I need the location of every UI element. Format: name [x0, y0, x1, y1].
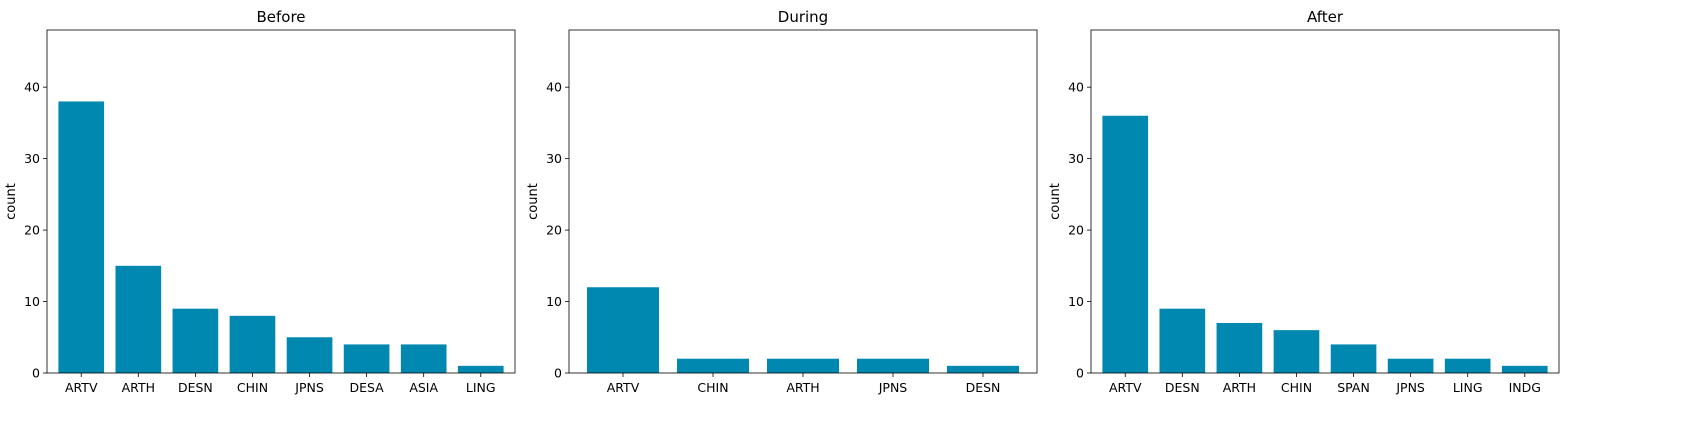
- x-tick-label: JPNS: [1395, 380, 1425, 395]
- bar-chin: [1273, 330, 1320, 374]
- y-axis-label: count: [526, 183, 541, 220]
- x-tick-label: DESN: [966, 380, 1001, 395]
- y-tick-label: 40: [1068, 80, 1084, 95]
- bar-artv: [1102, 115, 1149, 373]
- y-axis-label: count: [4, 183, 19, 220]
- x-tick-label: ARTH: [122, 380, 155, 395]
- y-tick-label: 40: [546, 80, 562, 95]
- y-tick-label: 40: [24, 80, 40, 95]
- x-tick-label: CHIN: [697, 380, 728, 395]
- bar-desa: [343, 344, 390, 373]
- x-tick-label: ARTV: [65, 380, 98, 395]
- plot-frame: [568, 29, 1038, 374]
- plot-frame: [1090, 29, 1560, 374]
- y-tick-label: 10: [1068, 294, 1084, 309]
- bar-indg: [1501, 365, 1548, 373]
- bar-chin: [677, 358, 749, 373]
- bar-asia: [400, 344, 447, 373]
- y-tick-label: 20: [546, 223, 562, 238]
- y-axis-label: count: [1048, 183, 1063, 220]
- x-tick-label: DESN: [178, 380, 213, 395]
- x-tick-label: SPAN: [1337, 380, 1370, 395]
- x-tick-label: DESN: [1165, 380, 1200, 395]
- x-tick-label: INDG: [1509, 380, 1541, 395]
- bar-ling: [457, 365, 504, 373]
- bar-span: [1330, 344, 1377, 373]
- bar-jpns: [286, 337, 333, 373]
- x-tick-label: LING: [466, 380, 496, 395]
- chart-title: During: [778, 8, 828, 26]
- x-tick-label: JPNS: [878, 380, 908, 395]
- x-tick-label: JPNS: [294, 380, 324, 395]
- y-tick-label: 0: [554, 366, 562, 381]
- y-tick-label: 0: [32, 366, 40, 381]
- bar-artv: [587, 287, 659, 373]
- y-tick-label: 30: [1068, 151, 1084, 166]
- chart-panel-2: ARTV CHIN ARTH JPNS DESN 0 10 20 30 40 During count: [526, 8, 1038, 395]
- y-tick-label: 20: [1068, 223, 1084, 238]
- x-tick-label: ARTH: [1223, 380, 1256, 395]
- y-tick-label: 30: [546, 151, 562, 166]
- bar-arth: [115, 265, 162, 373]
- bar-desn: [172, 308, 219, 373]
- x-tick-label: LING: [1453, 380, 1483, 395]
- bar-arth: [1216, 322, 1263, 373]
- bar-chin: [229, 315, 276, 373]
- y-tick-label: 0: [1076, 366, 1084, 381]
- bar-artv: [58, 101, 105, 374]
- bar-desn: [947, 365, 1019, 373]
- x-tick-label: ARTH: [786, 380, 819, 395]
- x-tick-label: CHIN: [237, 380, 268, 395]
- x-tick-label: ASIA: [409, 380, 438, 395]
- bar-jpns: [1387, 358, 1434, 373]
- y-tick-label: 20: [24, 223, 40, 238]
- chart-panel-3: ARTV DESN ARTH CHIN SPAN JPNS LING INDG 0 10 20 30 4…: [1048, 8, 1560, 395]
- x-tick-label: ARTV: [1109, 380, 1142, 395]
- y-tick-label: 10: [546, 294, 562, 309]
- bar-jpns: [857, 358, 929, 373]
- chart-panel-1: ARTV ARTH DESN CHIN JPNS DESA ASIA LING 0 10 20 30 4…: [4, 8, 516, 395]
- chart-title: Before: [256, 8, 305, 26]
- chart-title: After: [1307, 8, 1344, 26]
- y-tick-label: 10: [24, 294, 40, 309]
- x-tick-label: CHIN: [1281, 380, 1312, 395]
- x-tick-label: DESA: [349, 380, 384, 395]
- y-tick-label: 30: [24, 151, 40, 166]
- bar-arth: [767, 358, 839, 373]
- bar-desn: [1159, 308, 1206, 373]
- plot-frame: [46, 29, 516, 374]
- x-tick-label: ARTV: [607, 380, 640, 395]
- bar-ling: [1444, 358, 1491, 373]
